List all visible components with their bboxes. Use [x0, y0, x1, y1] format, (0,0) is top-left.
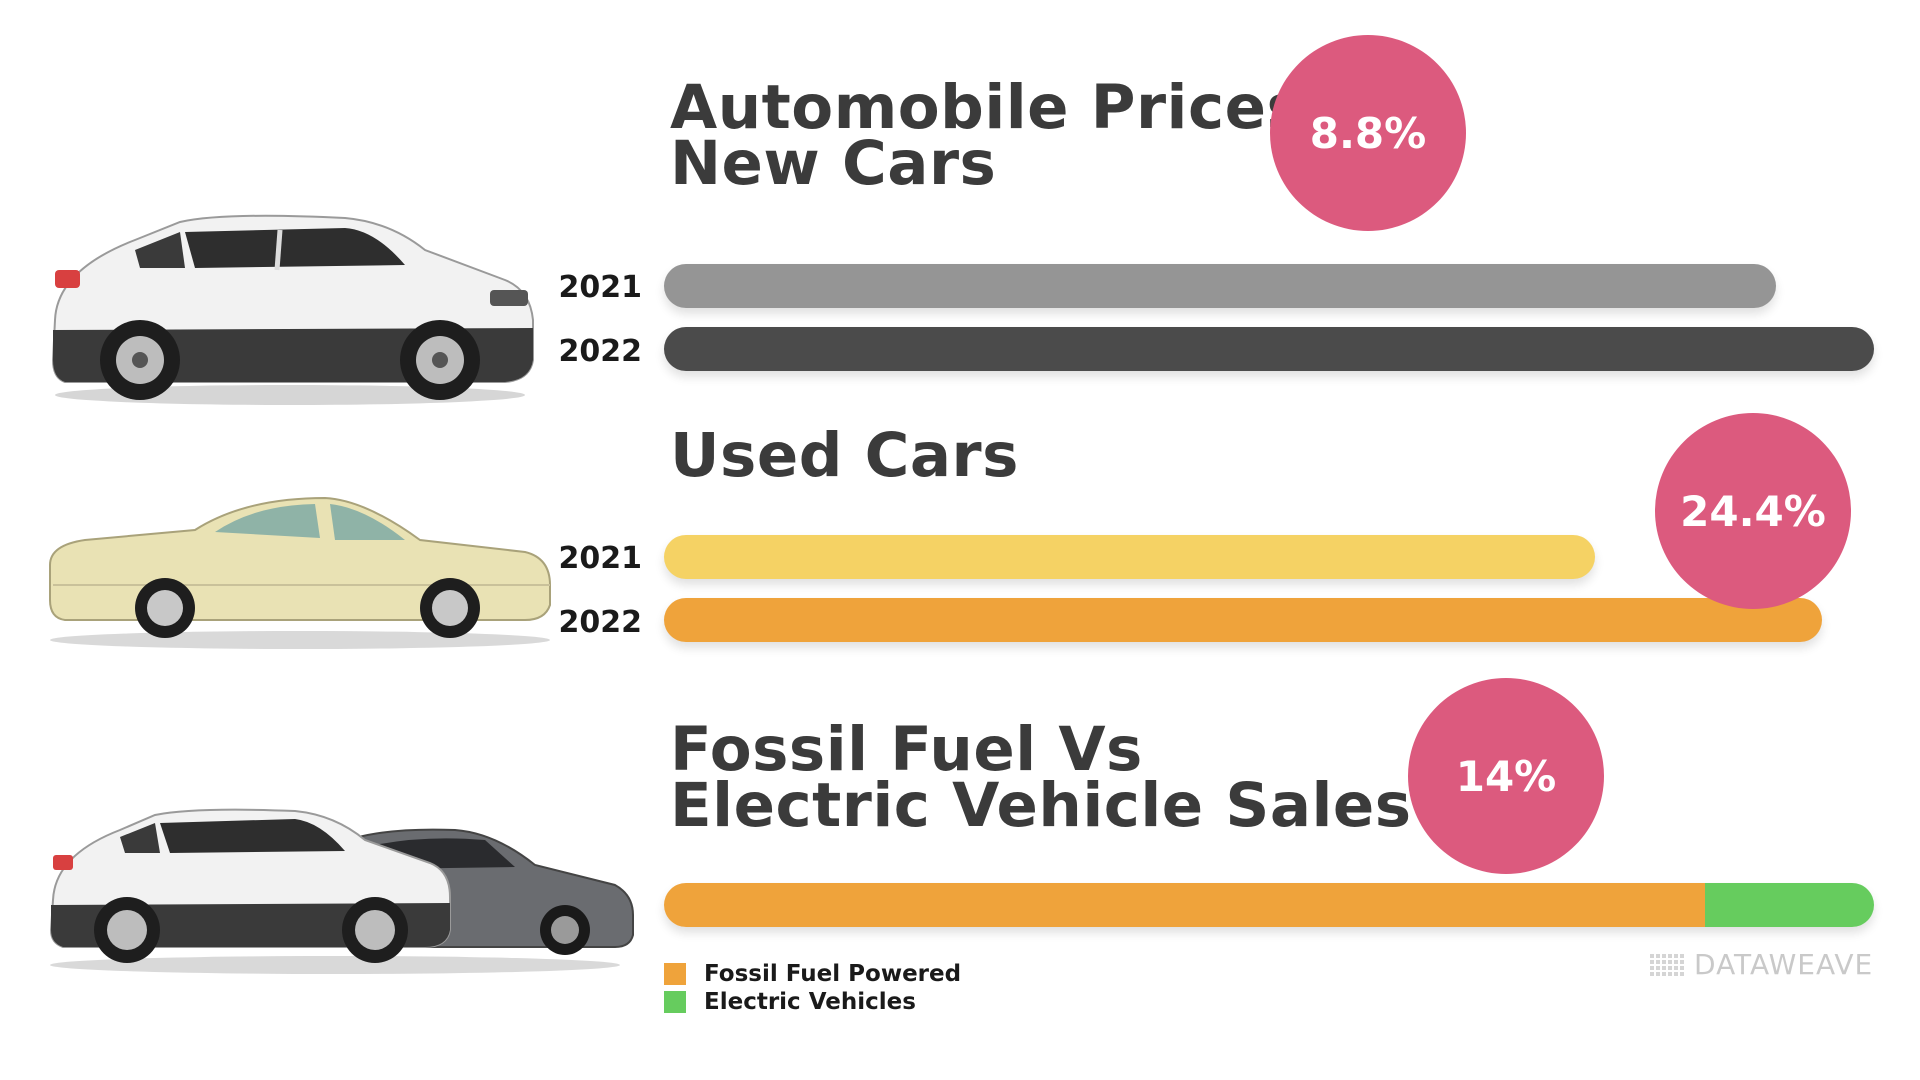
fuel-title-line2: Electric Vehicle Sales [670, 770, 1412, 841]
legend-swatch-fossil [664, 963, 686, 985]
fuel-bar-segment-electric [1704, 883, 1874, 927]
used-cars-year-2022: 2022 [558, 605, 643, 640]
fuel-title: Fossil Fuel Vs Electric Vehicle Sales [670, 714, 1412, 841]
legend-item-electric: Electric Vehicles [664, 988, 961, 1016]
new-cars-title: Automobile Prices New Cars [670, 72, 1304, 199]
used-cars-title-line1: Used Cars [670, 420, 1019, 491]
new-cars-bar-2021 [664, 264, 1776, 308]
suv-and-ev-illustration [49, 808, 634, 974]
dataweave-logo: DATAWEAVE [1650, 948, 1873, 981]
fuel-badge: 14% [1408, 678, 1604, 874]
legend-label-fossil: Fossil Fuel Powered [704, 961, 962, 987]
legend-item-fossil: Fossil Fuel Powered [664, 960, 961, 988]
new-cars-badge: 8.8% [1270, 35, 1466, 231]
fuel-stacked-bar [664, 883, 1874, 927]
used-cars-bar-2021 [664, 535, 1595, 579]
sedan-illustration [49, 496, 551, 649]
new-cars-bar-2022 [664, 327, 1874, 371]
legend-swatch-electric [664, 991, 686, 1013]
dataweave-dots-icon [1650, 953, 1684, 976]
new-cars-title-line2: New Cars [670, 128, 997, 199]
used-cars-bar-2022 [664, 598, 1822, 642]
new-cars-year-2022: 2022 [558, 334, 643, 369]
used-cars-badge: 24.4% [1655, 413, 1851, 609]
fuel-title-line1: Fossil Fuel Vs [670, 714, 1143, 785]
used-cars-title: Used Cars [670, 420, 1019, 491]
legend-label-electric: Electric Vehicles [704, 989, 916, 1015]
legend: Fossil Fuel Powered Electric Vehicles [664, 960, 961, 1016]
new-cars-title-line1: Automobile Prices [670, 72, 1304, 143]
fuel-bar-segment-fossil [664, 883, 1705, 927]
dataweave-wordmark: DATAWEAVE [1694, 948, 1874, 981]
suv-illustration [51, 214, 534, 405]
used-cars-year-2021: 2021 [558, 541, 643, 576]
new-cars-year-2021: 2021 [558, 270, 643, 305]
